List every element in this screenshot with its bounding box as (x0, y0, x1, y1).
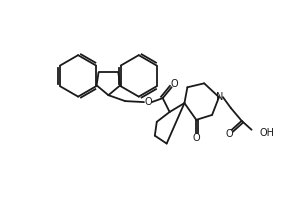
Text: O: O (192, 133, 200, 143)
Text: O: O (225, 129, 233, 139)
Text: N: N (216, 92, 224, 102)
Text: O: O (144, 97, 152, 107)
Text: OH: OH (259, 128, 275, 138)
Text: O: O (171, 79, 178, 89)
